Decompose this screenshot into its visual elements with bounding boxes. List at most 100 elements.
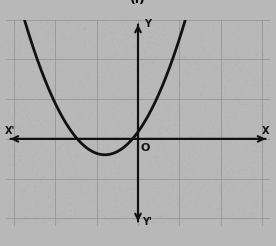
Point [25,117,29,121]
Point [69,181,73,185]
Point [30,72,34,76]
Point [215,167,219,170]
Point [183,24,187,28]
Point [84,160,89,164]
Point [56,33,60,37]
Point [15,127,19,131]
Point [216,42,221,46]
Point [128,65,132,69]
Point [173,143,177,147]
Point [223,36,227,40]
Point [102,153,107,157]
Point [267,76,272,80]
Point [189,134,193,138]
Point [226,97,230,101]
Point [14,142,18,146]
Point [241,181,245,185]
Point [254,154,258,157]
Point [14,20,18,24]
Point [182,165,187,169]
Point [92,108,97,112]
Point [200,162,204,166]
Point [172,223,177,227]
Point [71,88,76,92]
Point [114,90,119,94]
Point [248,186,252,190]
Point [34,173,39,177]
Point [174,29,178,33]
Point [245,134,249,138]
Point [115,156,120,160]
Point [261,72,266,76]
Point [161,151,166,155]
Point [57,222,62,226]
Point [7,99,11,103]
Point [225,122,230,125]
Point [254,30,259,34]
Point [116,95,121,99]
Point [246,193,251,197]
Point [211,138,215,142]
Point [219,97,223,101]
Point [65,174,70,178]
Point [216,73,221,77]
Point [115,166,119,170]
Point [137,170,142,174]
Point [134,181,139,185]
Point [75,70,79,74]
Point [164,74,168,78]
Point [255,202,259,206]
Point [63,66,68,70]
Point [94,125,99,129]
Point [214,175,219,179]
Point [8,59,12,62]
Point [41,62,45,66]
Point [119,109,123,113]
Point [53,70,57,74]
Point [46,52,50,56]
Point [31,155,36,159]
Point [115,48,119,52]
Point [49,92,53,96]
Point [259,64,264,68]
Point [260,80,264,84]
Point [148,31,152,35]
Point [186,183,191,187]
Point [13,81,18,85]
Point [28,44,32,48]
Point [175,217,180,221]
Point [235,136,239,140]
Point [179,214,183,217]
Point [21,121,25,124]
Point [166,197,170,201]
Point [17,114,22,118]
Point [190,138,194,141]
Point [70,84,74,88]
Point [260,178,265,182]
Point [31,189,36,193]
Point [63,202,68,206]
Point [67,164,72,168]
Point [245,140,250,144]
Point [162,48,166,52]
Point [157,26,162,30]
Point [193,88,197,92]
Point [81,154,85,157]
Point [243,213,247,217]
Point [265,139,269,143]
Point [205,222,210,226]
Point [140,86,144,90]
Point [193,115,197,119]
Point [225,141,230,145]
Point [191,158,195,162]
Point [22,184,26,187]
Point [165,116,169,120]
Point [140,165,144,169]
Point [45,138,49,142]
Point [257,94,262,98]
Point [240,118,245,122]
Point [118,211,122,215]
Point [94,166,98,170]
Point [40,75,44,79]
Point [76,144,81,148]
